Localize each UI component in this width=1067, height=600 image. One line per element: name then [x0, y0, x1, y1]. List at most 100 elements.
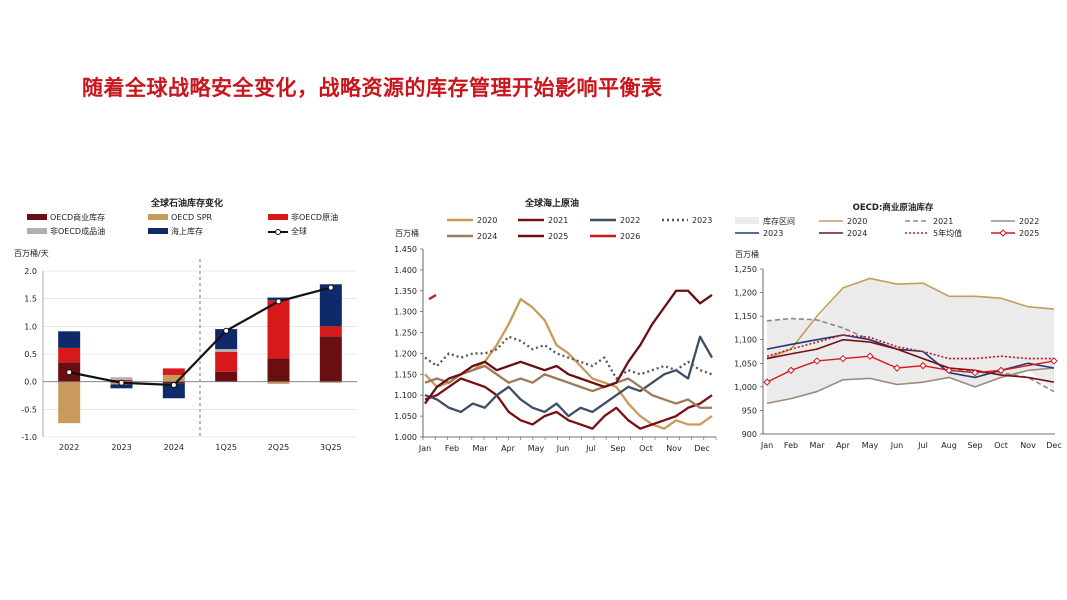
x-tick-label: 2022 — [59, 443, 79, 452]
x-tick-label: 2024 — [164, 443, 184, 452]
legend-marker — [999, 229, 1007, 237]
series-line-2026 — [428, 293, 437, 301]
total-point — [223, 327, 230, 334]
bar-segment — [215, 329, 238, 350]
y-tick-label: 1,150 — [734, 312, 757, 321]
legend-swatch-3 — [27, 228, 47, 234]
total-point — [327, 284, 334, 291]
y-tick-label: 1,050 — [734, 359, 757, 368]
legend-label-5: 2025 — [548, 232, 568, 241]
y-tick-label: 1.150 — [394, 370, 417, 379]
chart1-ylabel: 百万桶/天 — [14, 248, 49, 258]
series-line-5年均值 — [766, 334, 1054, 360]
x-tick-label: Feb — [784, 441, 798, 450]
x-tick-label: 1Q25 — [215, 443, 237, 452]
series-marker — [866, 352, 874, 360]
y-tick-label: 1.300 — [394, 308, 417, 317]
y-tick-label: 1.5 — [24, 295, 37, 304]
legend-label-band: 库存区间 — [763, 216, 795, 226]
series-marker — [787, 366, 795, 375]
total-point — [118, 379, 125, 386]
legend-label-6: 2025 — [1019, 229, 1039, 238]
x-tick-label: Dec — [1046, 441, 1061, 450]
legend-swatch-2 — [268, 214, 288, 220]
series-line-2025 — [424, 289, 713, 405]
legend-label-4: 海上库存 — [171, 226, 203, 236]
y-tick-label: 1.400 — [394, 266, 417, 275]
series-line-2021 — [424, 377, 713, 430]
series-marker — [997, 366, 1005, 375]
legend-line-marker — [275, 229, 281, 235]
x-tick-label: Apr — [836, 441, 851, 450]
series-marker — [1050, 357, 1058, 365]
legend-label-3: 2023 — [763, 229, 783, 238]
total-point — [170, 381, 177, 388]
y-tick-label: 0.0 — [24, 378, 37, 387]
legend-label-0: 2020 — [477, 216, 497, 225]
legend-label-1: 2021 — [548, 216, 568, 225]
chart2-title: 全球海上原油 — [524, 197, 579, 209]
y-tick-label: 1,250 — [734, 265, 757, 274]
y-tick-label: 1.000 — [394, 433, 417, 442]
legend-label-line: 全球 — [291, 226, 307, 236]
bar-segment — [319, 336, 342, 382]
x-tick-label: Jan — [760, 441, 773, 450]
legend-label-2: 非OECD原油 — [291, 212, 338, 222]
legend-label-3: 2023 — [692, 216, 712, 225]
x-tick-label: Nov — [1020, 441, 1036, 450]
x-tick-label: Jul — [585, 444, 596, 453]
y-tick-label: 2.0 — [24, 267, 37, 276]
x-tick-label: Jul — [917, 441, 928, 450]
chart3-ylabel: 百万桶 — [735, 249, 759, 259]
x-tick-label: Sep — [610, 444, 625, 453]
y-tick-label: 1,000 — [734, 383, 757, 392]
x-tick-label: 3Q25 — [320, 443, 342, 452]
x-tick-label: May — [862, 441, 879, 450]
legend-label-6: 2026 — [620, 232, 640, 241]
bar-segment — [58, 331, 81, 348]
y-tick-label: 1.0 — [24, 322, 37, 331]
total-point — [275, 298, 282, 305]
y-tick-label: 0.5 — [24, 350, 37, 359]
legend-swatch-4 — [148, 228, 168, 234]
series-marker — [763, 378, 771, 386]
bar-segment — [267, 300, 290, 359]
series-line-2024 — [424, 364, 712, 409]
bar-segment — [267, 381, 290, 384]
legend-label-2: 2022 — [620, 216, 640, 225]
bar-segment — [110, 377, 133, 381]
total-line — [68, 286, 332, 387]
x-tick-label: Nov — [666, 444, 682, 453]
x-tick-label: Jun — [890, 441, 904, 450]
bar-segment — [110, 384, 133, 389]
legend-swatch-0 — [27, 214, 47, 220]
y-tick-label: 900 — [742, 430, 757, 439]
x-tick-label: Feb — [445, 444, 459, 453]
bar-segment — [215, 349, 238, 352]
chart2-ylabel: 百万桶 — [395, 228, 419, 238]
series-marker — [839, 354, 847, 363]
y-tick-label: 1,200 — [734, 289, 757, 298]
x-tick-label: Jan — [418, 444, 431, 453]
slide-title: 随着全球战略安全变化，战略资源的库存管理开始影响平衡表 — [82, 76, 663, 100]
x-tick-label: Oct — [639, 444, 653, 453]
bar-segment — [162, 383, 185, 399]
y-tick-label: 1.250 — [394, 329, 417, 338]
total-point — [66, 369, 73, 376]
x-tick-label: Sep — [967, 441, 982, 450]
x-tick-label: 2023 — [111, 443, 131, 452]
y-tick-label: 1,100 — [734, 336, 757, 345]
series-marker — [893, 364, 901, 372]
legend-label-4: 2024 — [847, 229, 867, 238]
bar-segment — [319, 284, 342, 327]
series-line-2022 — [424, 335, 713, 418]
bar-segment — [215, 351, 238, 372]
x-tick-label: 2Q25 — [268, 443, 290, 452]
bar-segment — [267, 358, 290, 382]
x-tick-label: Jun — [556, 444, 570, 453]
x-tick-label: Mar — [472, 444, 488, 453]
bar-segment — [162, 368, 185, 376]
legend-label-2: 2022 — [1019, 217, 1039, 226]
y-tick-label: -0.5 — [21, 405, 37, 414]
